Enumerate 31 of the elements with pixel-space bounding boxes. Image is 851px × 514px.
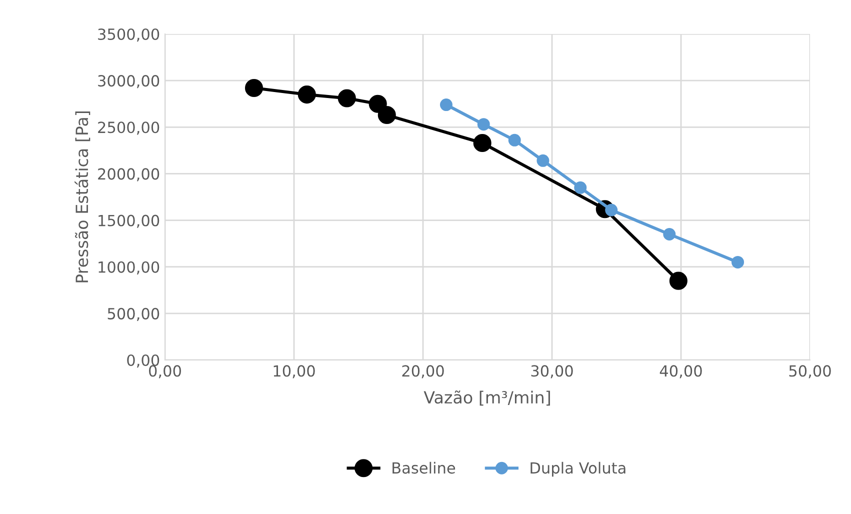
y-tick-label: 2000,00	[98, 168, 160, 182]
x-tick-label: 50,00	[789, 365, 831, 378]
x-tick-label: 40,00	[660, 365, 702, 378]
point	[244, 78, 264, 98]
point	[732, 256, 744, 268]
point	[368, 94, 387, 113]
point	[338, 89, 356, 108]
legend-label: Baseline	[392, 462, 456, 474]
legend-label: Dupla Voluta	[530, 462, 626, 477]
point	[440, 98, 452, 112]
x-axis-title: Vazão [m³/min]	[424, 390, 550, 406]
y-tick-label: 1000,00	[98, 261, 160, 274]
y-tick-label: 3000,00	[98, 75, 160, 88]
point	[473, 134, 492, 152]
y-tick-label: 3500,00	[98, 28, 160, 42]
point	[574, 181, 587, 194]
point	[508, 134, 521, 146]
point	[378, 106, 396, 124]
point	[663, 228, 676, 241]
point	[536, 154, 550, 167]
point	[298, 86, 316, 104]
x-tick-label: 30,00	[531, 365, 573, 378]
point	[669, 272, 688, 290]
y-tick-label: 2500,00	[98, 122, 160, 135]
x-tick-label: 10,00	[274, 365, 315, 378]
point	[605, 204, 618, 216]
x-tick-label: 20,00	[402, 365, 444, 378]
point	[477, 118, 490, 131]
y-axis-title: Pressão Estática [Pa]	[74, 111, 90, 282]
y-tick-label: 1500,00	[98, 214, 160, 228]
y-tick-label: 500,00	[108, 308, 160, 322]
